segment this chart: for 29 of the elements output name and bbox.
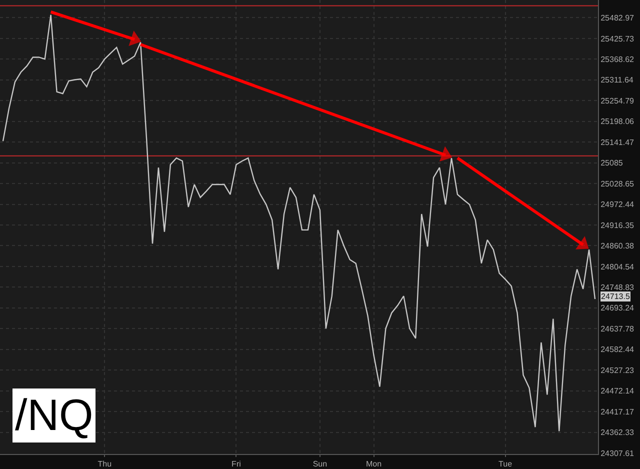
y-tick-label: 24748.83 — [600, 282, 635, 292]
y-tick-label: 24693.24 — [600, 304, 635, 313]
y-tick-label: 25198.06 — [600, 117, 635, 126]
x-tick-label: Thu — [98, 460, 112, 469]
y-tick-label: 25254.79 — [600, 96, 635, 106]
y-tick-label: 24417.17 — [600, 407, 635, 416]
y-tick-label: 24860.38 — [600, 242, 635, 251]
y-tick-label: 24527.23 — [600, 366, 635, 375]
text: /NQ — [15, 391, 94, 440]
y-tick-label: 25085 — [600, 158, 624, 168]
x-tick-label: Tue — [498, 460, 513, 469]
text: 24713.5 — [601, 292, 630, 301]
y-tick-label: 25482.97 — [600, 14, 635, 23]
x-tick-label: Fri — [232, 460, 242, 469]
y-tick-label: 24804.54 — [600, 262, 635, 272]
y-tick-label: 25368.62 — [600, 54, 635, 64]
y-tick-label: 24582.44 — [600, 345, 635, 354]
y-tick-label: 25311.64 — [600, 76, 634, 85]
y-tick-label: 24916.35 — [600, 220, 635, 230]
x-tick-label: Sun — [312, 460, 328, 469]
y-tick-label: 25028.65 — [600, 179, 635, 188]
y-tick-label: 25141.47 — [600, 138, 635, 147]
y-tick-label: 24472.14 — [600, 386, 635, 396]
y-tick-label: 24307.61 — [600, 448, 635, 458]
y-tick-label: 24637.78 — [600, 324, 635, 334]
y-tick-label: 25425.73 — [600, 34, 635, 44]
y-tick-label: 24972.44 — [600, 200, 635, 210]
x-tick-label: Mon — [366, 460, 382, 469]
y-tick-label: 24362.33 — [600, 428, 635, 438]
